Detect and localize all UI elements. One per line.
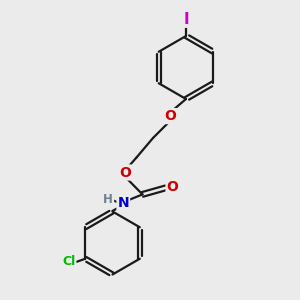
Text: O: O — [167, 180, 178, 194]
Text: O: O — [164, 109, 176, 123]
Text: N: N — [118, 196, 129, 210]
Text: H: H — [103, 193, 113, 206]
Text: O: O — [119, 166, 131, 179]
Text: I: I — [183, 12, 189, 27]
Text: Cl: Cl — [62, 255, 75, 268]
